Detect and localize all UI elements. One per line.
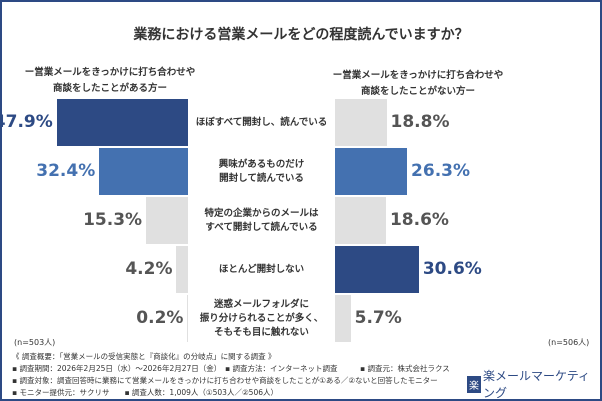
value-label-left: 47.9% — [0, 112, 53, 132]
logo-text: 楽メールマーケティング — [483, 369, 591, 400]
value-label-right: 26.3% — [411, 161, 471, 181]
n-left: (n=503人) — [14, 338, 56, 347]
note-target: ▪ 調査対象：調査回答時に業務にて営業メールをきっかけに打ち合わせや商談をしたこ… — [12, 376, 438, 385]
bar-left — [99, 148, 188, 195]
category-label: 特定の企業からのメールは すべて開封して読んでいる — [204, 207, 319, 233]
bar-right — [335, 295, 351, 342]
legend-left: ー営業メールをきっかけに打ち合わせや 商談をしたことがある方ー — [24, 67, 196, 94]
logo: 楽楽メールマーケティング — [467, 367, 602, 401]
bar-left — [176, 246, 188, 293]
value-label-left: 15.3% — [83, 210, 143, 230]
bar-left — [56, 99, 188, 146]
note-count: ▪ モニター提供元：サクリサ ▪ 調査人数：1,009人（①503人／②506人… — [12, 388, 278, 397]
note-overview: 《 調査概要：「営業メールの受信実態と『商談化』の分岐点」に関する調査 》 — [12, 352, 276, 361]
bar-right — [335, 197, 386, 244]
legend-right: ー営業メールをきっかけに打ち合わせや 商談をしたことがない方ー — [332, 70, 504, 97]
value-label-left: 4.2% — [125, 259, 173, 279]
value-label-right: 5.7% — [354, 308, 402, 328]
bar-right — [335, 148, 408, 195]
value-label-left: 32.4% — [36, 161, 96, 181]
chart-title: 業務における営業メールをどの程度読んでいますか？ — [133, 27, 469, 43]
value-label-right: 30.6% — [422, 259, 482, 279]
value-label-right: 18.6% — [389, 210, 449, 230]
bar-right — [335, 99, 387, 146]
value-label-left: 0.2% — [136, 308, 184, 328]
logo-mark: 楽 — [467, 375, 481, 393]
category-label: 興味があるものだけ 開封して読んでいる — [218, 158, 305, 184]
category-label: 迷惑メールフォルダに 振り分けられることが多く、 そもそも目に触れない — [199, 298, 324, 338]
note-period: ▪ 調査期間：2026年2月25日（水）〜2026年2月27日（金） ▪ 調査方… — [12, 364, 450, 373]
bar-right — [335, 246, 419, 293]
n-right: (n=506人) — [548, 338, 590, 347]
bar-left — [146, 197, 188, 244]
bar-left — [187, 295, 188, 342]
category-label: ほぼすべて開封し、読んでいる — [195, 116, 328, 128]
value-label-right: 18.8% — [390, 112, 450, 132]
category-label: ほとんど開封しない — [218, 263, 305, 275]
